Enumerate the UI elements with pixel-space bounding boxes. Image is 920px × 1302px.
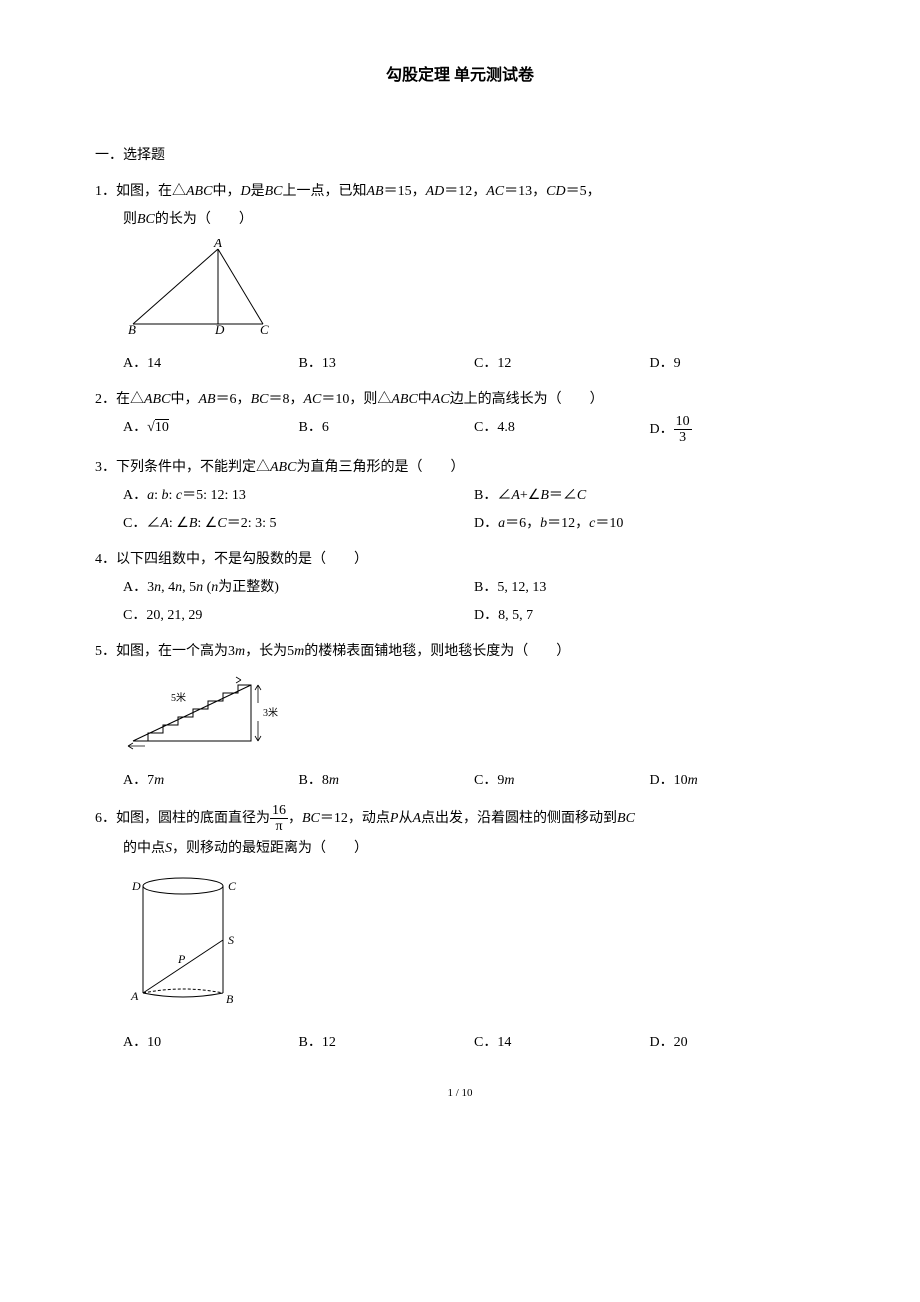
page-number: 1 / 10 [95, 1082, 825, 1104]
svg-text:B: B [226, 992, 234, 1006]
svg-text:C: C [260, 322, 269, 334]
q6-line2: 的中点S，则移动的最短距离为（ ） [95, 835, 825, 863]
q4-opt-d: D．8, 5, 7 [474, 602, 825, 630]
q3-opt-b: B．∠A+∠B＝∠C [474, 482, 825, 510]
question-6: 6．如图，圆柱的底面直径为16π，BC＝12，动点P从A点出发，沿着圆柱的侧面移… [95, 803, 825, 1057]
svg-text:D: D [214, 322, 225, 334]
q4-options-row1: A．3n, 4n, 5n (n为正整数) B．5, 12, 13 [95, 574, 825, 602]
question-5: 5．如图，在一个高为3m，长为5m的楼梯表面铺地毯，则地毯长度为（ ） 5米 3… [95, 638, 825, 795]
q2-opt-a: A．√10 [123, 414, 299, 446]
q6-figure: D C A B S P [95, 868, 825, 1024]
q3-opt-a: A．a: b: c＝5: 12: 13 [123, 482, 474, 510]
q1-options: A．14 B．13 C．12 D．9 [95, 350, 825, 378]
q4-opt-b: B．5, 12, 13 [474, 574, 825, 602]
svg-text:D: D [131, 879, 141, 893]
q5-figure: 5米 3米 [95, 671, 825, 762]
question-4: 4．以下四组数中，不是勾股数的是（ ） A．3n, 4n, 5n (n为正整数)… [95, 546, 825, 630]
q1-opt-c: C．12 [474, 350, 650, 378]
svg-text:B: B [128, 322, 136, 334]
question-2: 2．在△ABC中，AB＝6，BC＝8，AC＝10，则△ABC中AC边上的高线长为… [95, 386, 825, 446]
q6-text: 6．如图，圆柱的底面直径为16π，BC＝12，动点P从A点出发，沿着圆柱的侧面移… [95, 803, 825, 835]
question-3: 3．下列条件中，不能判定△ABC为直角三角形的是（ ） A．a: b: c＝5:… [95, 454, 825, 538]
q3-options-row1: A．a: b: c＝5: 12: 13 B．∠A+∠B＝∠C [95, 482, 825, 510]
q4-opt-c: C．20, 21, 29 [123, 602, 474, 630]
question-1: 1．如图，在△ABC中，D是BC上一点，已知AB＝15，AD＝12，AC＝13，… [95, 178, 825, 378]
svg-text:P: P [177, 952, 186, 966]
q2-opt-d: D．103 [650, 414, 826, 446]
q1-opt-a: A．14 [123, 350, 299, 378]
q1-figure: A B D C [95, 239, 825, 345]
q6-options: A．10 B．12 C．14 D．20 [95, 1029, 825, 1057]
q2-options: A．√10 B．6 C．4.8 D．103 [95, 414, 825, 446]
q1-line2: 则BC的长为（ ） [95, 206, 825, 234]
q6-opt-c: C．14 [474, 1029, 650, 1057]
q3-options-row2: C．∠A: ∠B: ∠C＝2: 3: 5 D．a＝6，b＝12，c＝10 [95, 510, 825, 538]
svg-text:A: A [130, 989, 139, 1003]
q6-opt-a: A．10 [123, 1029, 299, 1057]
svg-text:C: C [228, 879, 237, 893]
q3-opt-d: D．a＝6，b＝12，c＝10 [474, 510, 825, 538]
q2-opt-c: C．4.8 [474, 414, 650, 446]
svg-text:S: S [228, 933, 234, 947]
svg-text:3米: 3米 [263, 706, 278, 719]
section-header: 一．选择题 [95, 142, 825, 170]
q5-text: 5．如图，在一个高为3m，长为5m的楼梯表面铺地毯，则地毯长度为（ ） [95, 638, 825, 666]
svg-text:A: A [213, 239, 222, 250]
page-title: 勾股定理 单元测试卷 [95, 60, 825, 92]
q1-opt-b: B．13 [299, 350, 475, 378]
q5-options: A．7m B．8m C．9m D．10m [95, 767, 825, 795]
q6-opt-d: D．20 [650, 1029, 826, 1057]
q1-opt-d: D．9 [650, 350, 826, 378]
q4-opt-a: A．3n, 4n, 5n (n为正整数) [123, 574, 474, 602]
q1-text: 1．如图，在△ABC中，D是BC上一点，已知AB＝15，AD＝12，AC＝13，… [95, 178, 825, 206]
q5-opt-a: A．7m [123, 767, 299, 795]
q4-text: 4．以下四组数中，不是勾股数的是（ ） [95, 546, 825, 574]
q2-text: 2．在△ABC中，AB＝6，BC＝8，AC＝10，则△ABC中AC边上的高线长为… [95, 386, 825, 414]
q5-opt-d: D．10m [650, 767, 826, 795]
q5-opt-c: C．9m [474, 767, 650, 795]
svg-text:5米: 5米 [171, 691, 186, 704]
q4-options-row2: C．20, 21, 29 D．8, 5, 7 [95, 602, 825, 630]
q5-opt-b: B．8m [299, 767, 475, 795]
q2-opt-b: B．6 [299, 414, 475, 446]
q6-opt-b: B．12 [299, 1029, 475, 1057]
q3-text: 3．下列条件中，不能判定△ABC为直角三角形的是（ ） [95, 454, 825, 482]
q3-opt-c: C．∠A: ∠B: ∠C＝2: 3: 5 [123, 510, 474, 538]
